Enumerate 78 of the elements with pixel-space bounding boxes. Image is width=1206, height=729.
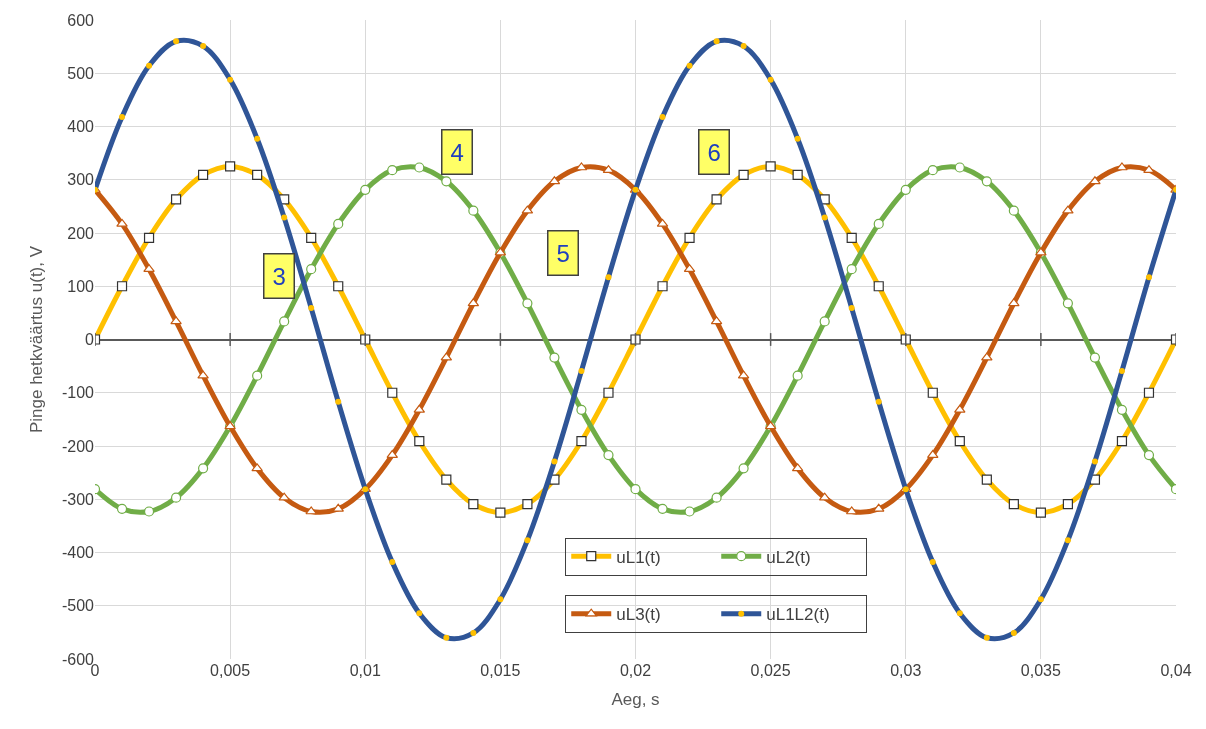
- annotation: 6: [707, 138, 721, 166]
- y-tick-label: 100: [67, 277, 95, 295]
- legend-label: uL2(t): [766, 547, 811, 567]
- point: [981, 176, 992, 187]
- point: [1089, 176, 1101, 185]
- point: [792, 370, 803, 381]
- point: [1062, 298, 1073, 309]
- point: [414, 162, 425, 173]
- y-tick-label: -400: [61, 544, 95, 562]
- point: [197, 370, 209, 379]
- y-tick-label: -500: [61, 597, 95, 615]
- point: [143, 264, 155, 273]
- legend-label: uL3(t): [616, 605, 661, 625]
- point: [927, 165, 938, 176]
- annotation: 4: [450, 138, 464, 166]
- point: [278, 492, 290, 501]
- y-tick-label: -300: [61, 490, 95, 508]
- point: [1008, 205, 1019, 216]
- point: [170, 316, 182, 325]
- y-tick-label: 0: [85, 331, 95, 349]
- x-tick-label: 0,01: [349, 662, 381, 679]
- point: [1089, 352, 1101, 363]
- point: [846, 264, 857, 275]
- point: [305, 506, 317, 515]
- point: [279, 316, 290, 327]
- point: [333, 218, 344, 230]
- annotation: 3: [272, 262, 286, 290]
- x-tick-label: 0,03: [890, 662, 922, 679]
- point: [900, 184, 911, 195]
- point: [954, 162, 965, 173]
- annotation: 5: [556, 239, 570, 267]
- y-tick-label: 600: [67, 11, 95, 29]
- y-tick-label: -200: [61, 437, 95, 455]
- point: [387, 165, 398, 176]
- point: [576, 404, 587, 415]
- point: [549, 352, 560, 363]
- x-tick-label: 0,02: [619, 662, 652, 679]
- point: [170, 492, 182, 503]
- point: [1143, 449, 1155, 461]
- point: [873, 218, 884, 230]
- point: [1008, 298, 1020, 307]
- point: [441, 176, 452, 187]
- point: [468, 205, 479, 216]
- point: [306, 264, 317, 275]
- point: [1116, 162, 1128, 171]
- legend-label: uL1(t): [616, 547, 661, 567]
- point: [738, 463, 749, 474]
- y-axis-title: Pinge hetkväärtus u(t), V: [26, 245, 46, 434]
- point: [819, 316, 830, 327]
- point: [684, 506, 695, 517]
- point: [143, 506, 155, 517]
- x-axis-title: Aeg, s: [611, 690, 660, 710]
- point: [954, 404, 966, 413]
- point: [522, 298, 533, 309]
- point: [630, 484, 641, 495]
- point: [251, 463, 263, 472]
- point: [360, 184, 371, 195]
- point: [1062, 205, 1074, 214]
- x-tick-label: 0,025: [750, 662, 791, 679]
- y-tick-label: 400: [67, 118, 95, 136]
- point: [711, 492, 722, 503]
- point: [981, 352, 993, 361]
- y-tick-label: -100: [61, 384, 95, 402]
- point: [252, 370, 263, 381]
- y-tick-label: 200: [67, 224, 95, 242]
- x-tick-label: 0,04: [1160, 662, 1192, 679]
- point: [198, 463, 209, 474]
- x-tick-label: 0,015: [480, 662, 521, 679]
- point: [116, 503, 128, 514]
- legend-label: uL1L2(t): [766, 605, 830, 625]
- point: [116, 218, 128, 227]
- point: [1116, 404, 1128, 415]
- point: [657, 503, 668, 514]
- y-tick-label: 500: [67, 64, 95, 82]
- point: [603, 449, 614, 461]
- x-tick-label: 0,035: [1020, 662, 1061, 679]
- x-tick-label: 0,005: [210, 662, 251, 679]
- y-tick-label: 300: [67, 171, 95, 189]
